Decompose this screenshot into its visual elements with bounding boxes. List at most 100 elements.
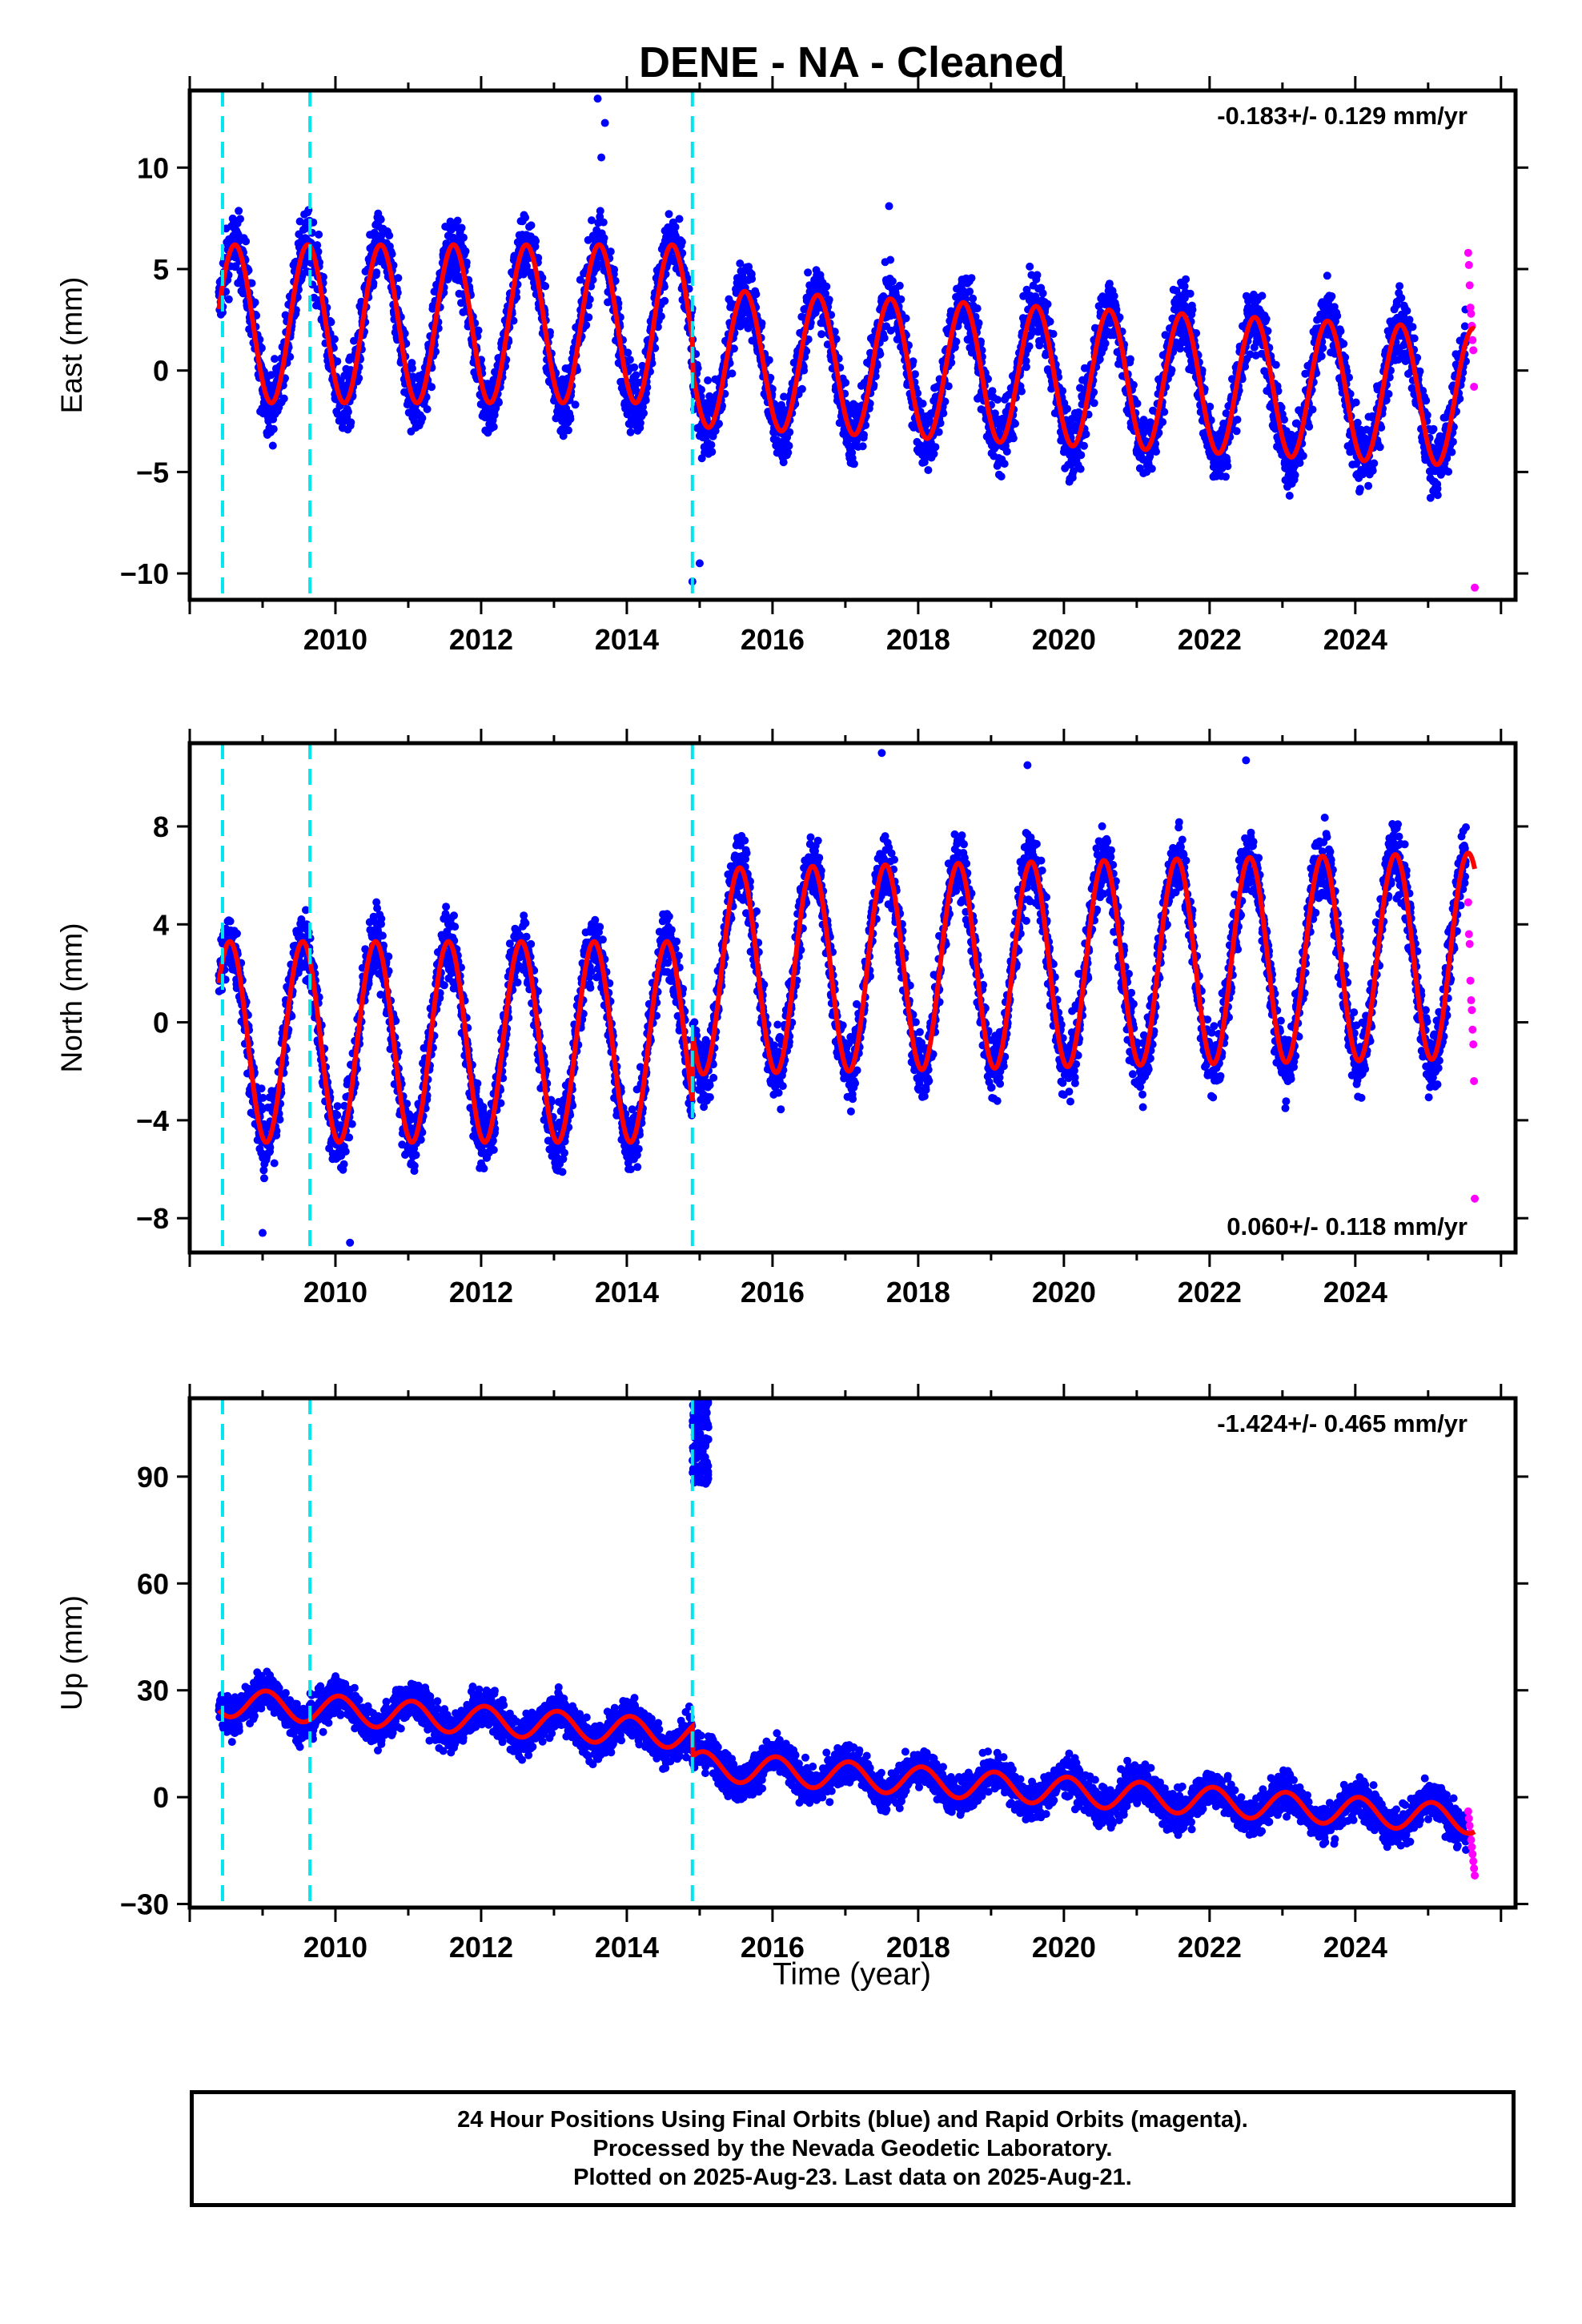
final-point: [327, 318, 335, 327]
final-point: [600, 234, 608, 243]
final-point: [1299, 452, 1307, 460]
final-point: [931, 443, 940, 452]
final-point: [641, 396, 650, 404]
final-point: [785, 428, 794, 436]
final-point: [973, 304, 982, 313]
final-point: [268, 441, 277, 450]
final-point: [1110, 292, 1118, 300]
final-point: [1336, 327, 1345, 336]
final-point: [462, 258, 471, 267]
final-point: [1152, 448, 1160, 456]
final-point: [704, 376, 713, 384]
final-point: [822, 282, 831, 291]
final-point: [1009, 434, 1018, 443]
final-point: [990, 409, 999, 418]
final-point: [1035, 341, 1044, 350]
final-point: [538, 274, 547, 282]
final-point: [651, 344, 660, 352]
final-point: [684, 275, 693, 284]
final-point: [800, 366, 809, 375]
final-point: [1176, 344, 1184, 353]
final-point: [671, 223, 680, 231]
final-point: [251, 298, 259, 307]
final-point: [624, 348, 632, 357]
final-point: [941, 397, 950, 406]
final-point: [1025, 342, 1034, 351]
final-point: [1263, 327, 1272, 336]
final-point: [566, 415, 575, 424]
final-point: [1101, 339, 1110, 348]
final-point: [1408, 323, 1417, 332]
final-point: [841, 378, 850, 387]
final-point: [860, 431, 868, 439]
final-point: [930, 449, 938, 458]
final-point: [1171, 338, 1180, 347]
final-point: [911, 370, 919, 379]
final-point: [1271, 360, 1280, 369]
final-point: [453, 216, 462, 225]
final-point: [541, 282, 550, 291]
final-point: [697, 385, 705, 394]
final-point: [1033, 271, 1042, 279]
final-point: [779, 458, 788, 467]
final-point: [1413, 353, 1422, 362]
final-point: [236, 215, 244, 223]
final-point: [394, 274, 403, 283]
final-point: [596, 207, 604, 215]
final-point: [944, 382, 953, 391]
final-point: [418, 414, 427, 422]
final-point: [1353, 418, 1362, 427]
final-point: [939, 409, 948, 418]
final-point: [534, 254, 543, 262]
final-point: [784, 448, 793, 457]
final-point: [1126, 355, 1134, 364]
final-point: [610, 265, 619, 274]
final-point: [1076, 464, 1085, 473]
final-point: [1368, 466, 1377, 475]
final-point: [527, 221, 536, 230]
final-point: [1410, 334, 1419, 343]
final-point: [1112, 305, 1121, 314]
final-point: [576, 275, 584, 284]
final-point: [1160, 408, 1169, 416]
final-point: [625, 356, 634, 364]
final-point: [599, 218, 608, 227]
final-point: [895, 281, 904, 290]
final-point: [1043, 300, 1052, 308]
final-point: [1422, 396, 1431, 405]
final-point: [588, 275, 597, 284]
final-point: [582, 321, 591, 329]
final-point: [330, 335, 339, 344]
final-point: [825, 296, 833, 304]
final-point: [521, 213, 530, 222]
final-point: [693, 364, 702, 372]
final-point: [1339, 340, 1348, 348]
final-point: [461, 247, 470, 255]
final-point: [269, 424, 278, 433]
final-point: [780, 392, 789, 401]
final-point: [1233, 416, 1242, 424]
final-point: [522, 262, 531, 271]
final-point: [909, 357, 917, 366]
final-point: [1077, 451, 1086, 460]
final-point: [804, 335, 813, 344]
final-point: [1285, 492, 1294, 500]
final-point: [997, 472, 1006, 480]
final-point: [604, 298, 612, 307]
final-point: [707, 440, 716, 449]
final-point: [876, 350, 885, 359]
final-point: [888, 277, 897, 286]
final-point: [1080, 441, 1088, 450]
final-point: [1095, 355, 1104, 364]
final-point: [1370, 459, 1379, 468]
final-point: [757, 319, 766, 328]
final-point: [918, 400, 927, 408]
final-point: [988, 387, 997, 396]
final-point: [1415, 367, 1424, 376]
final-point: [1000, 460, 1009, 468]
final-point: [797, 384, 806, 393]
final-point: [936, 419, 945, 428]
final-point: [1426, 493, 1435, 502]
final-point: [519, 270, 528, 279]
